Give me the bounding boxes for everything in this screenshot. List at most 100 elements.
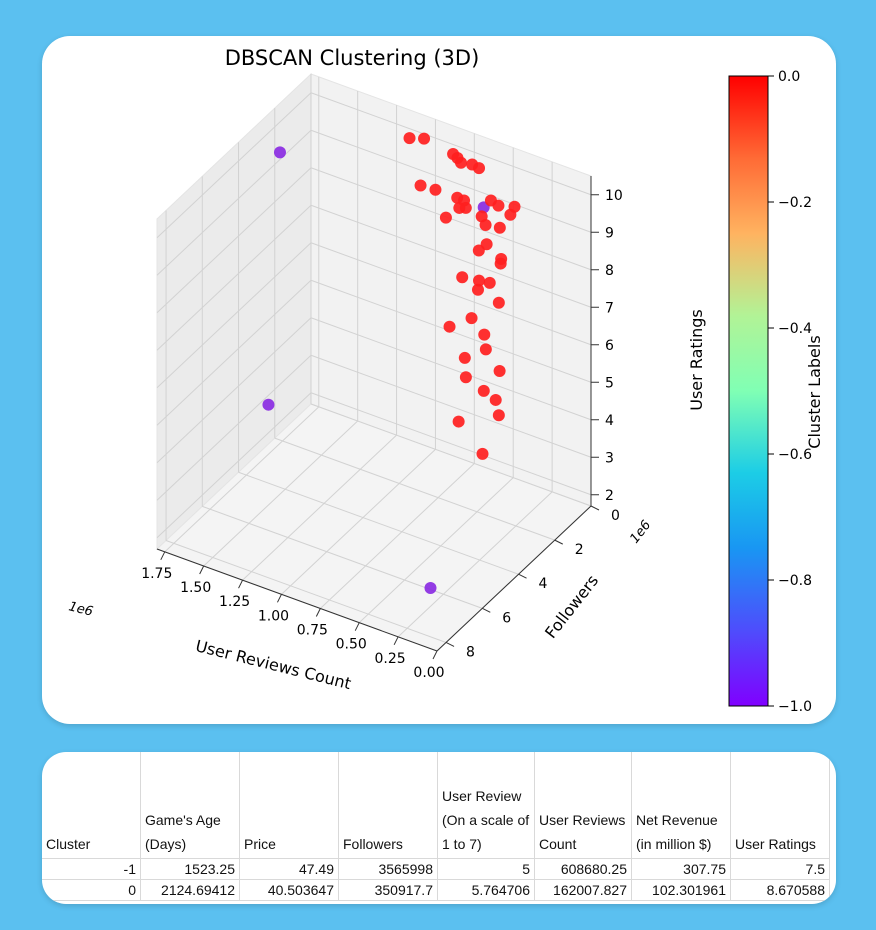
table-cell: 350917.7 (338, 879, 438, 901)
z-tick-label: 3 (605, 450, 614, 466)
header-price: Price (239, 752, 339, 859)
colorbar-tick-label: −0.4 (778, 321, 812, 337)
data-point-cluster-0 (403, 132, 416, 145)
data-point-cluster-0 (429, 183, 442, 196)
table-cell: 5 (437, 858, 535, 880)
table-row: 0 2124.69412 40.503647 350917.7 5.764706… (42, 879, 830, 901)
grid-line (358, 477, 514, 624)
y-offset-label: 1e6 (627, 518, 654, 547)
table-row: -1 1523.25 47.49 3565998 5 608680.25 307… (42, 858, 830, 880)
y-tick-label: 2 (575, 542, 584, 558)
header-user-reviews-count: User Reviews Count (534, 752, 632, 859)
x-tick-label: 1.25 (219, 594, 250, 610)
colorbar-tick-label: −1.0 (778, 699, 812, 715)
data-point-cluster-0 (455, 156, 468, 169)
y-tick-label: 8 (466, 644, 475, 660)
data-point-cluster-0 (479, 343, 492, 356)
data-point-cluster-0 (459, 371, 472, 384)
y-tick-mark (590, 505, 600, 511)
grid-lines (156, 74, 592, 652)
x-tick-mark (238, 579, 244, 589)
data-point-cluster--1 (273, 146, 286, 159)
summary-table-panel: Cluster Game's Age (Days) Price Follower… (42, 752, 836, 904)
y-tick-label: 4 (539, 576, 548, 592)
colorbar-tick-label: 0.0 (778, 69, 800, 85)
y-axis-label: Followers (541, 571, 602, 642)
data-point-cluster-0 (472, 244, 485, 257)
x-tick-label: 1.75 (141, 566, 172, 582)
table-cell: 102.301961 (631, 879, 731, 901)
data-point-cluster-0 (456, 271, 469, 284)
grid-line (310, 204, 592, 308)
colorbar-tick-label: −0.6 (778, 447, 812, 463)
data-point-cluster-0 (473, 274, 486, 287)
table-cell: 307.75 (631, 858, 731, 880)
grid-line (238, 471, 519, 575)
header-followers: Followers (338, 752, 438, 859)
grid-line (156, 317, 312, 464)
data-point-cluster-0 (493, 364, 506, 377)
data-point-cluster-0 (452, 415, 465, 428)
data-point-cluster-0 (439, 211, 452, 224)
header-cluster: Cluster (42, 752, 141, 859)
data-point-cluster-0 (443, 320, 456, 333)
data-point-cluster-0 (489, 393, 502, 406)
data-point-cluster-0 (414, 179, 427, 192)
grid-line (274, 437, 555, 541)
table-cell: 7.5 (730, 858, 830, 880)
z-tick-label: 4 (605, 413, 614, 429)
grid-line (310, 354, 592, 458)
table-cell: 5.764706 (437, 879, 535, 901)
grid-line (156, 92, 312, 239)
data-point-cluster-0 (458, 194, 471, 207)
grid-line (156, 242, 312, 389)
grid-line (164, 406, 320, 553)
scatter-3d-chart: 1.75 1.50 1.25 1.00 0.75 0.50 0.25 0.00 0 2 4 6 8 2 3 4… (67, 46, 824, 715)
grid-line (397, 491, 553, 638)
data-point-cluster-0 (458, 351, 471, 364)
x-tick-label: 0.25 (375, 651, 406, 667)
header-game-age: Game's Age (Days) (140, 752, 240, 859)
table-cell: 608680.25 (534, 858, 632, 880)
table-cell: -1 (42, 858, 141, 880)
grid-line (310, 392, 592, 496)
colorbar-tick-label: −0.8 (778, 573, 812, 589)
x-tick-mark (199, 565, 205, 575)
data-points (262, 132, 521, 595)
table-cell: 1523.25 (140, 858, 240, 880)
data-point-cluster-0 (465, 312, 478, 325)
grid-line (203, 420, 359, 567)
z-tick-label: 9 (605, 225, 614, 241)
table-cell: 47.49 (239, 858, 339, 880)
data-point-cluster-0 (471, 283, 484, 296)
grid-line (202, 505, 483, 609)
chart-panel: 1.75 1.50 1.25 1.00 0.75 0.50 0.25 0.00 0 2 4 6 8 2 3 4… (42, 36, 836, 724)
grid-line (156, 167, 312, 314)
x-tick-label: 1.00 (258, 608, 289, 624)
z-tick-label: 5 (605, 375, 614, 391)
tick-labels: 1.75 1.50 1.25 1.00 0.75 0.50 0.25 0.00 0 2 4 6 8 2 3 4… (141, 188, 623, 681)
z-tick-label: 2 (605, 488, 614, 504)
z-tick-label: 7 (605, 300, 614, 316)
grid-line (156, 354, 312, 501)
x-tick-mark (354, 622, 360, 631)
chart-title: DBSCAN Clustering (3D) (225, 46, 480, 70)
grid-line (156, 204, 312, 351)
data-point-cluster-0 (418, 132, 431, 145)
header-user-review: User Review (On a scale of 1 to 7) (437, 752, 535, 859)
grid-line (310, 129, 592, 233)
cluster-summary-table: Cluster Game's Age (Days) Price Follower… (42, 752, 830, 901)
grid-line (310, 403, 592, 507)
data-point-cluster-0 (478, 328, 491, 341)
colorbar-label: Cluster Labels (805, 335, 824, 448)
table-cell: 2124.69412 (140, 879, 240, 901)
data-point-cluster-0 (492, 296, 505, 309)
y-tick-mark (518, 573, 527, 579)
data-point-cluster-0 (477, 384, 490, 397)
axes-panes (156, 72, 592, 652)
x-axis-label: User Reviews Count (194, 636, 353, 693)
data-point-cluster-0 (492, 199, 505, 212)
grid-line (156, 392, 312, 539)
data-point-cluster-0 (479, 218, 492, 231)
grid-line (310, 242, 592, 346)
